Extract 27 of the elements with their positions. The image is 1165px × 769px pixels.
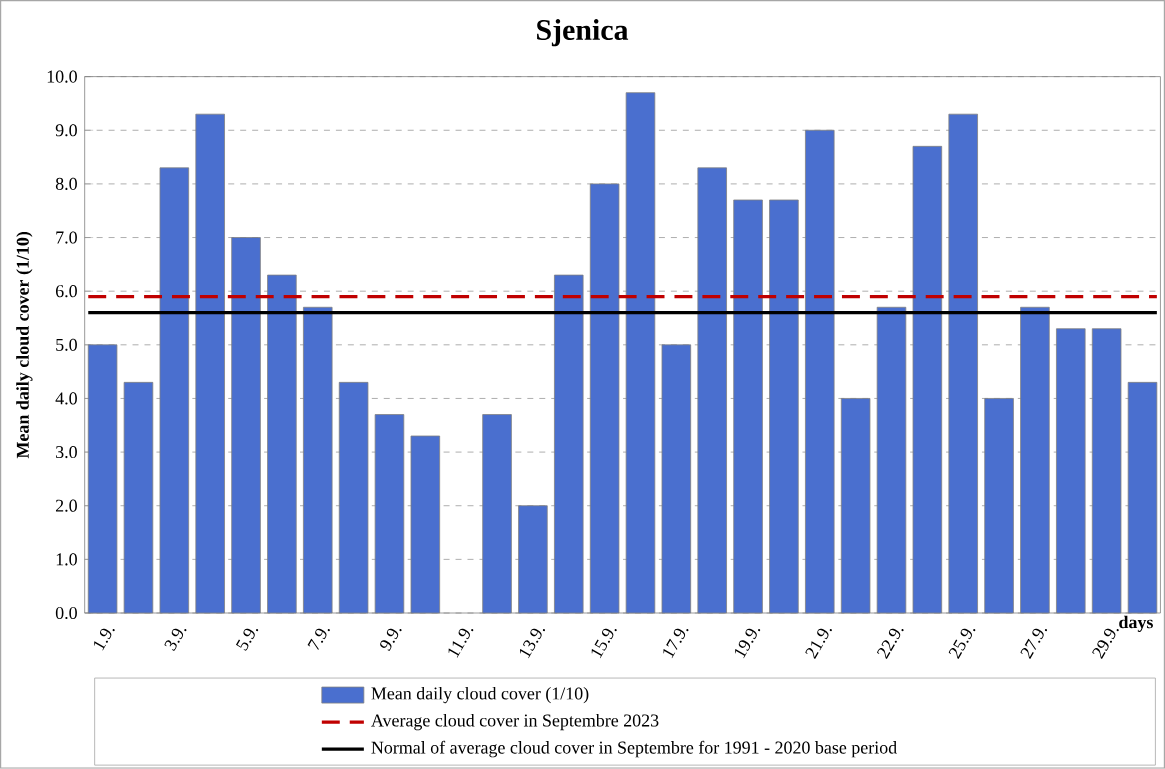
y-tick-label: 2.0 [55, 499, 77, 512]
y-tick-label: 10.0 [47, 70, 77, 83]
legend-label: Average cloud cover in Septembre 2023 [371, 714, 659, 731]
x-tick-label: 7.9. [307, 628, 330, 651]
y-tick-label: 3.0 [56, 446, 77, 459]
legend-label: Mean daily cloud cover (1/10) [371, 687, 589, 704]
y-tick-label: 0.0 [55, 607, 77, 620]
y-tick-label: 8.0 [55, 177, 77, 191]
x-tick-label: 17.9. [663, 628, 689, 659]
y-tick-label: 5.0 [56, 338, 77, 352]
y-tick-label: 1.0 [56, 553, 77, 566]
y-tick-label: 4.0 [55, 392, 77, 405]
y-tick-label: 6.0 [55, 285, 77, 298]
x-tick-label: 9.9. [380, 628, 402, 652]
x-tick-label: 19.9. [735, 628, 761, 659]
y-tick-label: 9.0 [55, 124, 77, 137]
x-tick-label: 15.9. [591, 628, 617, 659]
x-tick-label: 11.9. [448, 628, 474, 658]
legend-label: Normal of average cloud cover in Septembre for 1991 - 2020 base period [371, 740, 897, 758]
y-axis-title: Mean daily cloud cover (1/10) [16, 232, 33, 459]
x-tick-label: 5.9. [235, 628, 259, 651]
y-tick-label: 7.0 [56, 231, 77, 244]
x-tick-label: 3.9. [164, 628, 187, 652]
x-axis-title: days [1119, 615, 1153, 633]
chart-title: Sjenica [537, 19, 629, 47]
x-tick-label: 1.9. [94, 628, 115, 651]
x-tick-label: 13.9. [520, 628, 546, 659]
